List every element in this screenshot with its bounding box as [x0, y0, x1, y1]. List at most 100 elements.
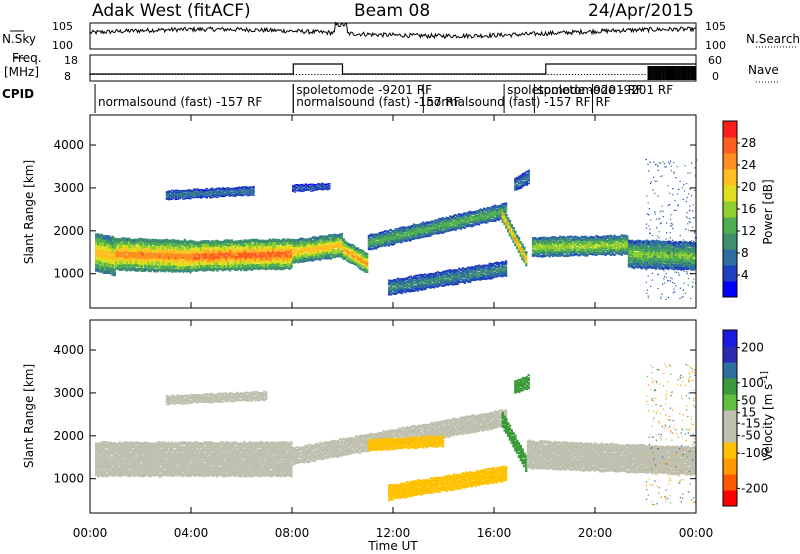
nave-dot: [511, 74, 513, 75]
heat-cell: [187, 249, 190, 253]
heat-cell: [311, 251, 315, 254]
heat-cell: [607, 241, 611, 245]
heat-cell: [109, 254, 113, 260]
heat-cell: [319, 237, 322, 241]
heat-cell: [521, 246, 524, 249]
heat-cell: [635, 262, 638, 266]
freq-tick-low: 8: [64, 70, 71, 83]
heat-cell: [234, 240, 237, 245]
heat-cell: [169, 198, 172, 201]
heat-cell: [479, 267, 483, 270]
heat-cell: [326, 183, 329, 185]
heat-cell: [310, 255, 313, 259]
heat-cell: [615, 247, 618, 251]
heat-cell: [218, 240, 221, 245]
heat-cell: [497, 218, 500, 221]
heat-cell: [474, 214, 477, 217]
heat-cell: [140, 237, 143, 242]
heat-cell: [586, 254, 589, 257]
heat-cell: [405, 288, 409, 291]
heat-cell: [261, 265, 264, 270]
heat-cell: [328, 244, 331, 248]
heat-cell: [388, 286, 391, 289]
heat-cell: [626, 250, 629, 254]
heat-cell: [259, 248, 262, 253]
heat-cell: [546, 240, 549, 243]
heat-cell: [207, 267, 210, 271]
nave-dot: [405, 74, 407, 75]
heat-cell: [658, 240, 661, 244]
heat-cell: [505, 223, 508, 226]
heat-cell: [205, 252, 208, 257]
heat-cell: [106, 261, 109, 267]
heat-cell: [187, 253, 190, 257]
cpid-label-4: spoletomode -9201 RF: [507, 83, 643, 97]
heat-cell: [223, 251, 226, 256]
heat-cell: [490, 265, 493, 268]
nave-dot: [380, 74, 383, 75]
heat-cell: [414, 288, 418, 291]
heat-cell: [302, 242, 306, 246]
heat-cell: [167, 245, 170, 249]
nave-dot: [526, 74, 528, 75]
heat-cell: [319, 235, 322, 239]
heat-cell: [216, 243, 219, 247]
heat-cell: [525, 260, 528, 263]
heat-cell: [178, 262, 181, 267]
nave-dot: [574, 74, 576, 75]
heat-cell: [239, 245, 243, 249]
heat-cell: [512, 234, 515, 237]
heat-cell: [228, 252, 232, 256]
heat-cell: [212, 193, 215, 195]
heat-cell: [353, 262, 356, 265]
nave-dot: [408, 74, 410, 75]
nave-dot: [259, 74, 261, 75]
heat-cell: [557, 251, 560, 255]
heat-cell: [122, 260, 125, 264]
heat-cell: [441, 284, 445, 287]
heat-cell: [440, 280, 443, 283]
cpid-label-3: normalsound (fast) -157 RF: [426, 95, 590, 109]
heat-cell: [140, 245, 143, 249]
heat-cell: [411, 285, 414, 288]
heat-cell: [525, 178, 528, 181]
heat-cell: [463, 268, 466, 271]
heat-cell: [315, 257, 318, 260]
heat-cell: [476, 269, 479, 272]
heat-cell: [539, 237, 542, 240]
heat-cell: [239, 239, 243, 244]
heat-cell: [138, 267, 142, 271]
heat-cell: [479, 220, 482, 223]
heat-cell: [301, 243, 304, 247]
heat-cell: [667, 251, 670, 256]
heat-cell: [465, 267, 468, 270]
nave-dot: [208, 74, 210, 75]
heat-cell: [542, 236, 546, 239]
heat-cell: [425, 278, 429, 281]
heat-cell: [454, 219, 457, 222]
heat-cell: [201, 240, 205, 244]
heat-cell: [163, 268, 167, 273]
heat-cell: [283, 260, 286, 265]
heat-cell: [241, 254, 244, 258]
heat-cell: [539, 250, 542, 253]
heat-cell: [310, 190, 313, 192]
heat-cell: [393, 239, 396, 242]
heat-cell: [600, 251, 604, 254]
heat-cell: [499, 215, 502, 218]
heat-cell: [306, 188, 309, 191]
heat-cell: [201, 191, 205, 193]
heat-cell: [322, 244, 326, 248]
nave-dot: [238, 74, 240, 75]
heat-cell: [324, 247, 327, 251]
heat-cell: [163, 256, 167, 260]
heat-cell: [557, 245, 560, 248]
heat-cell: [225, 256, 228, 260]
heat-cell: [573, 251, 576, 254]
heat-cell: [472, 224, 475, 227]
heat-cell: [243, 255, 246, 259]
heat-cell: [115, 244, 118, 249]
heat-cell: [263, 248, 266, 252]
heat-cell: [328, 186, 331, 188]
heat-cell: [665, 263, 668, 267]
